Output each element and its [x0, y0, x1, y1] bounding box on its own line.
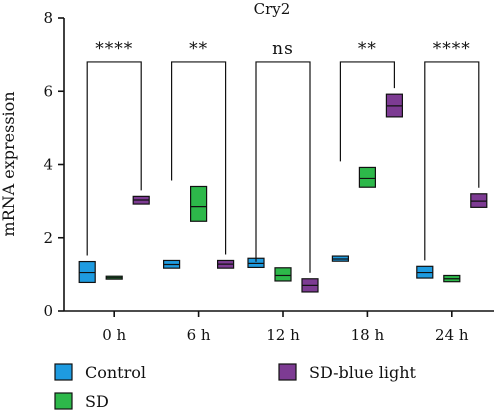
significance-label: **: [358, 39, 377, 59]
y-tick-label: 6: [43, 82, 53, 100]
chart-title: Cry2: [254, 0, 291, 18]
box-sd: [190, 185, 208, 222]
significance-bracket: [339, 61, 395, 162]
significance-label: ns: [272, 39, 294, 59]
y-tick-label: 2: [43, 229, 53, 247]
box-sd: [358, 166, 376, 188]
significance-bracket: [255, 61, 311, 273]
x-tick-label: 6 h: [187, 326, 211, 344]
significance-label: **: [189, 39, 208, 59]
y-tick-label: 0: [43, 302, 53, 320]
legend: Control SD SD-blue light: [54, 363, 416, 411]
x-tick-label: 24 h: [435, 326, 469, 344]
box-sd: [274, 267, 292, 282]
y-axis-label: mRNA expression: [0, 91, 18, 236]
y-tick-label: 4: [43, 156, 53, 174]
x-tick-label: 12 h: [266, 326, 300, 344]
y-tick-label: 8: [43, 9, 53, 27]
significance-bracket: [424, 61, 480, 261]
significance-label: ****: [433, 39, 471, 59]
significance-label: ****: [95, 39, 133, 59]
legend-label: SD-blue light: [309, 363, 416, 382]
legend-swatch: [54, 392, 73, 410]
legend-label: Control: [85, 363, 146, 382]
legend-swatch: [54, 363, 73, 381]
x-tick-label: 0 h: [102, 326, 126, 344]
significance-bracket: [171, 61, 227, 255]
significance-bracket: [86, 61, 142, 256]
legend-label: SD: [85, 392, 109, 411]
legend-swatch: [278, 363, 297, 381]
x-tick-label: 18 h: [351, 326, 385, 344]
